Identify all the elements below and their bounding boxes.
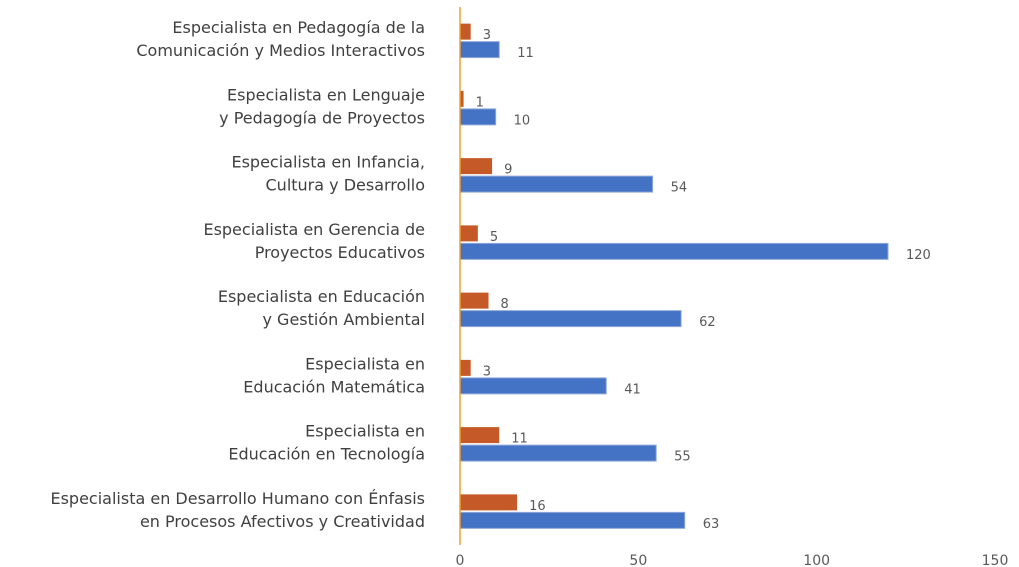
category-label: Especialista en	[305, 354, 425, 373]
x-tick-label: 50	[629, 553, 647, 567]
bar	[460, 427, 500, 444]
category-label: Especialista en Infancia,	[231, 153, 425, 172]
bar	[459, 377, 607, 395]
value-label: 63	[703, 517, 720, 532]
value-label: 5	[490, 230, 498, 245]
category-label: Especialista en Desarrollo Humano con Én…	[50, 489, 425, 508]
value-label: 11	[517, 46, 534, 61]
bar	[460, 494, 518, 511]
category-label: Especialista en Gerencia de	[203, 220, 425, 239]
value-label: 120	[906, 248, 931, 263]
bar	[460, 359, 471, 376]
bar	[460, 90, 464, 107]
x-tick-label: 100	[803, 553, 830, 567]
value-label: 3	[483, 28, 491, 43]
category-label: y Gestión Ambiental	[262, 310, 425, 329]
value-label: 3	[483, 364, 491, 379]
bar	[459, 175, 654, 193]
category-label: Especialista en Educación	[218, 287, 425, 306]
bar	[460, 158, 493, 175]
bar	[459, 511, 686, 529]
category-label: Cultura y Desarrollo	[266, 176, 426, 195]
category-label: en Procesos Afectivos y Creatividad	[140, 512, 425, 531]
value-label: 16	[529, 499, 546, 514]
value-label: 1	[476, 95, 484, 110]
x-tick-label: 150	[982, 553, 1009, 567]
bar	[459, 108, 497, 126]
bar	[460, 292, 489, 309]
category-label: Proyectos Educativos	[255, 243, 425, 262]
bar	[459, 41, 500, 59]
category-label: Educación en Tecnología	[228, 445, 425, 464]
category-label: Comunicación y Medios Interactivos	[136, 41, 425, 60]
x-tick-label: 0	[456, 553, 465, 567]
value-label: 54	[671, 181, 688, 196]
value-label: 11	[511, 432, 528, 447]
value-label: 55	[674, 450, 691, 465]
category-label: Educación Matemática	[243, 377, 425, 396]
bar	[459, 310, 682, 328]
category-label: Especialista en	[305, 422, 425, 441]
value-label: 41	[624, 382, 641, 397]
category-label: Especialista en Lenguaje	[227, 85, 425, 104]
bar	[460, 23, 471, 40]
category-label: Especialista en Pedagogía de la	[172, 18, 425, 37]
value-label: 9	[504, 163, 512, 178]
bar	[460, 225, 478, 242]
value-label: 10	[514, 113, 531, 128]
bar	[459, 444, 657, 462]
category-label: y Pedagogía de Proyectos	[219, 108, 425, 127]
bar	[459, 242, 889, 260]
value-label: 8	[501, 297, 509, 312]
value-label: 62	[699, 315, 716, 330]
